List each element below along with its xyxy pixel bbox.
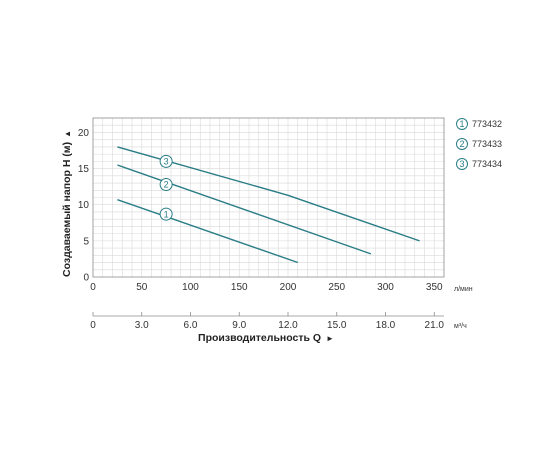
y-tick-label: 20 — [78, 128, 90, 139]
y-tick-label: 10 — [78, 200, 90, 211]
series-lines — [117, 146, 420, 264]
y-tick-label: 5 — [83, 236, 89, 247]
series-marker-label: 1 — [164, 209, 169, 219]
x-primary-tick-label: 250 — [328, 282, 345, 293]
y-axis-title-text: Создаваемый напор H (м) — [61, 142, 73, 277]
y-tick-label: 15 — [78, 164, 90, 175]
x-axis-title: Производительность Q ► — [198, 332, 334, 344]
primary-x-axis: 0 50 100 150 200 250 300 350 л/мин — [90, 282, 473, 293]
x-secondary-tick-label: 18.0 — [376, 320, 396, 331]
legend-entry-label: 773432 — [472, 119, 502, 129]
legend-marker-circle — [456, 118, 468, 130]
series-line-1 — [117, 199, 299, 264]
legend-entry-label: 773434 — [472, 159, 502, 169]
series-marker-circle — [159, 177, 173, 191]
x-secondary-tick-label: 6.0 — [184, 320, 198, 331]
y-axis-arrow: ▲ — [63, 130, 72, 138]
series-marker-label: 3 — [164, 157, 169, 167]
x-primary-tick-label: 0 — [90, 282, 96, 293]
series-markers: 1 2 3 — [159, 154, 173, 221]
x-primary-tick-label: 150 — [231, 282, 248, 293]
series-marker-circle — [159, 207, 173, 221]
x-axis-title-text: Производительность Q — [198, 332, 321, 344]
legend-marker-label: 3 — [459, 159, 464, 169]
x-secondary-tick-label: 0 — [90, 320, 96, 331]
x-primary-unit: л/мин — [454, 286, 473, 293]
x-secondary-tick-label: 9.0 — [232, 320, 246, 331]
series-line-3 — [117, 146, 420, 242]
series-marker-label: 2 — [164, 180, 169, 190]
x-axis-arrow: ► — [326, 334, 334, 343]
legend: 1 773432 2 773433 3 773434 — [456, 118, 502, 170]
legend-marker-label: 2 — [459, 139, 464, 149]
x-secondary-tick-label: 15.0 — [327, 320, 347, 331]
legend-marker-circle — [456, 158, 468, 170]
x-primary-tick-label: 50 — [136, 282, 148, 293]
grid — [93, 118, 444, 277]
x-secondary-tick-label: 12.0 — [278, 320, 298, 331]
series-marker-circle — [159, 154, 173, 168]
series-line-2 — [117, 164, 372, 255]
y-axis-title: Создаваемый напор H (м) ▲ — [61, 130, 73, 277]
legend-marker-label: 1 — [459, 119, 464, 129]
legend-marker-circle — [456, 138, 468, 150]
plot-frame — [92, 117, 445, 278]
x-secondary-tick-label: 21.0 — [425, 320, 445, 331]
x-primary-tick-label: 100 — [182, 282, 199, 293]
x-secondary-tick-label: 3.0 — [135, 320, 149, 331]
secondary-x-axis: 0 3.0 6.0 9.0 12.0 15.0 18.0 21.0 м³/ч — [90, 312, 467, 331]
legend-entry-label: 773433 — [472, 139, 502, 149]
x-primary-tick-label: 300 — [377, 282, 394, 293]
x-primary-tick-label: 200 — [280, 282, 297, 293]
x-primary-tick-label: 350 — [426, 282, 443, 293]
y-tick-labels: 0 5 10 15 20 — [78, 128, 90, 284]
y-tick-label: 0 — [83, 273, 89, 284]
x-secondary-unit: м³/ч — [454, 323, 467, 330]
